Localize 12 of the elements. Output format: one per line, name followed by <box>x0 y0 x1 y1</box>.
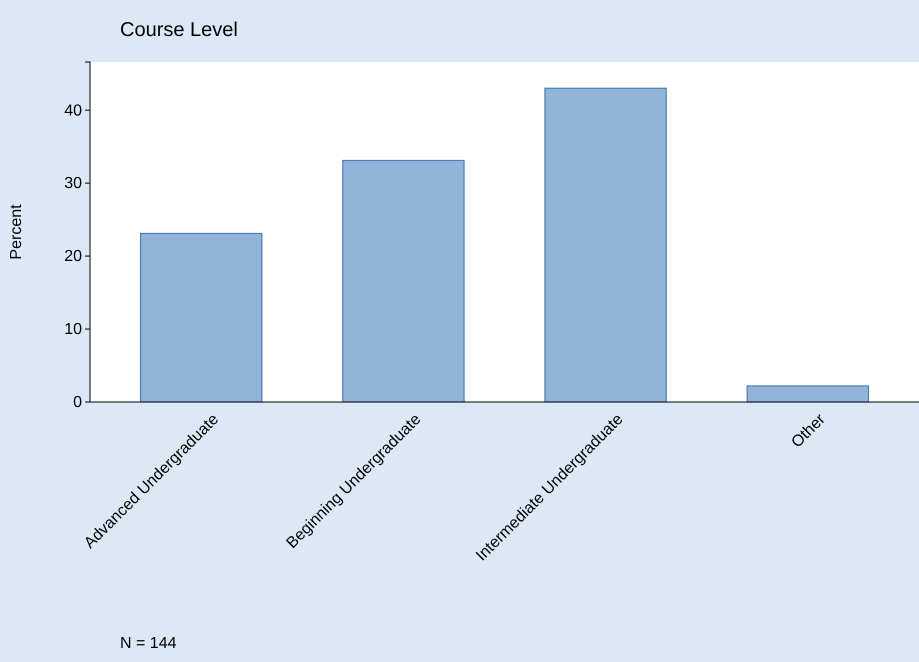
y-axis-title: Percent <box>8 204 25 260</box>
y-tick-label: 0 <box>73 394 82 412</box>
text: N = 144 <box>120 635 177 652</box>
y-tick-label: 10 <box>64 321 82 338</box>
y-tick-label: 20 <box>64 248 82 266</box>
bar <box>140 232 262 403</box>
bar <box>746 385 870 403</box>
chart-title: Course Level <box>120 19 238 41</box>
y-tick-label: 30 <box>64 175 82 192</box>
bar <box>544 88 667 403</box>
bar <box>342 160 465 403</box>
y-tick-label: 40 <box>64 102 82 120</box>
